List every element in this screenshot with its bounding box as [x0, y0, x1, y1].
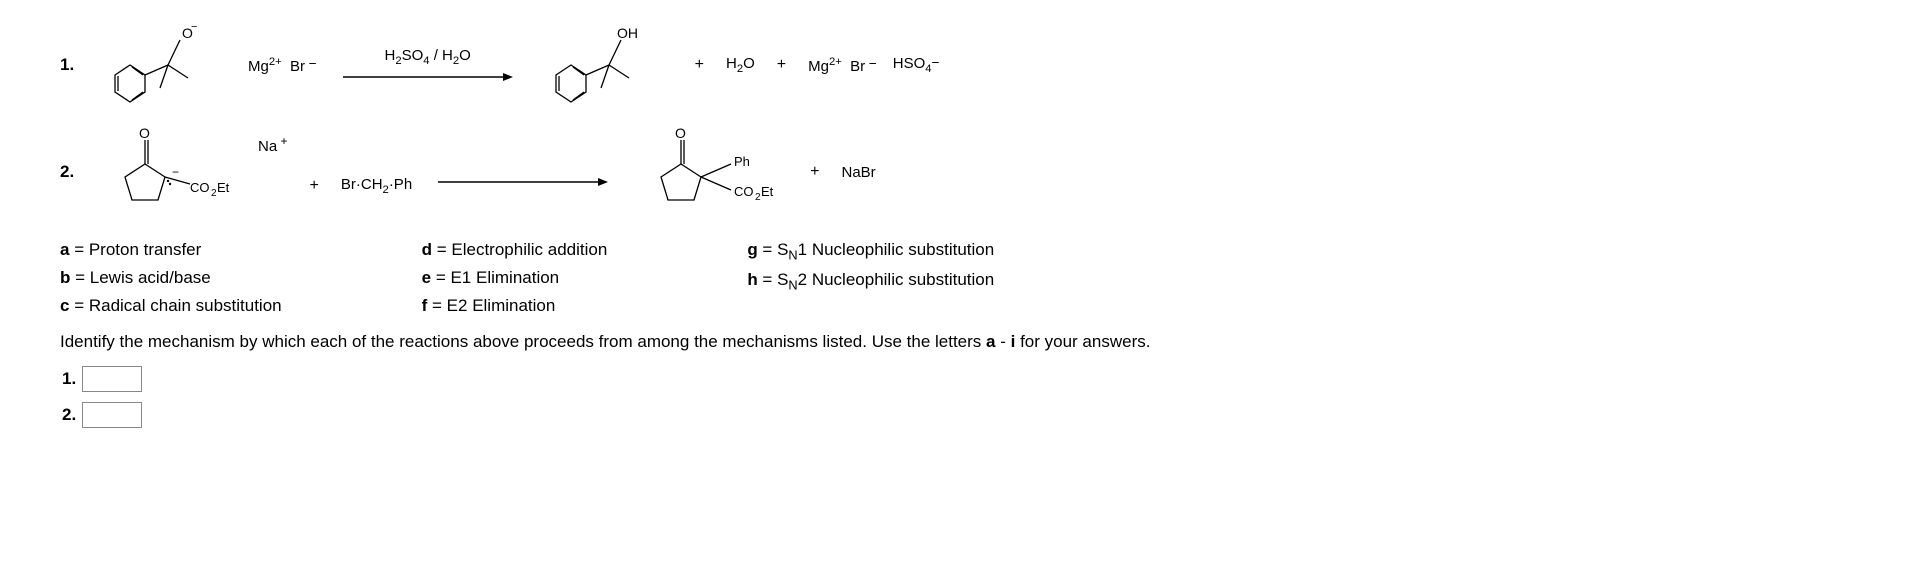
answer-label: 1. — [62, 369, 80, 389]
svg-text:OH: OH — [617, 25, 638, 41]
reaction2-counterion: Na + — [258, 134, 288, 155]
plus-sign: + — [810, 163, 819, 181]
mech-item: c = Radical chain substitution — [60, 296, 282, 316]
reaction2-product: O Ph CO 2 Et — [626, 122, 796, 222]
plus-sign: + — [310, 177, 319, 195]
reaction2-sm: O − CO 2 Et — [90, 122, 250, 222]
product-ion: Mg2+ Br − — [808, 56, 877, 75]
answer-input-2[interactable] — [82, 402, 142, 428]
mech-col-3: g = SN1 Nucleophilic substitution h = SN… — [747, 240, 994, 316]
reaction2-reagent: Br·CH2·Ph — [341, 176, 412, 196]
reaction1-arrow: H2SO4 / H2O — [343, 47, 513, 83]
svg-text:O: O — [675, 125, 686, 141]
reaction1-product: OH — [531, 20, 681, 110]
mech-col-1: a = Proton transfer b = Lewis acid/base … — [60, 240, 282, 316]
mech-item: d = Electrophilic addition — [422, 240, 608, 260]
mech-item: e = E1 Elimination — [422, 268, 608, 288]
product-ion: HSO4− — [893, 55, 940, 75]
svg-text:Et: Et — [761, 184, 774, 199]
prod-sub-ph: Ph — [734, 154, 750, 169]
mech-item: b = Lewis acid/base — [60, 268, 282, 288]
product-ion: NaBr — [842, 164, 876, 181]
arrow-icon — [343, 71, 513, 83]
reaction-1: 1. O − Mg2+ Br − H2SO4 / H2O — [60, 20, 1870, 110]
svg-text:O: O — [139, 125, 150, 141]
mech-item: h = SN2 Nucleophilic substitution — [747, 270, 994, 292]
reaction1-sm: O − — [90, 20, 240, 110]
plus-sign: + — [777, 56, 786, 74]
answer-input-1[interactable] — [82, 366, 142, 392]
reaction2-arrow — [438, 176, 608, 188]
arrow-label: H2SO4 / H2O — [384, 47, 470, 67]
svg-text:−: − — [172, 165, 179, 179]
reaction1-counterions: Mg2+ Br − — [248, 56, 317, 75]
svg-text:−: − — [191, 21, 197, 33]
reaction-number: 1. — [60, 55, 90, 75]
mech-item: a = Proton transfer — [60, 240, 282, 260]
svg-text:CO: CO — [190, 180, 210, 195]
reaction-number: 2. — [60, 162, 90, 182]
mech-item: f = E2 Elimination — [422, 296, 608, 316]
answer-row-2: 2. — [62, 402, 1870, 428]
answers-block: 1. 2. — [62, 366, 1870, 428]
reactions-block: 1. O − Mg2+ Br − H2SO4 / H2O — [60, 20, 1870, 222]
answer-label: 2. — [62, 405, 80, 425]
plus-sign: + — [695, 56, 704, 74]
svg-text:CO: CO — [734, 184, 754, 199]
svg-text:Et: Et — [217, 180, 230, 195]
answer-row-1: 1. — [62, 366, 1870, 392]
mechanism-key: a = Proton transfer b = Lewis acid/base … — [60, 240, 1870, 316]
mech-item: g = SN1 Nucleophilic substitution — [747, 240, 994, 262]
question-prompt: Identify the mechanism by which each of … — [60, 332, 1870, 352]
product-ion: H2O — [726, 55, 755, 75]
reaction-2: 2. O − CO 2 Et Na + + Br·CH2·Ph — [60, 122, 1870, 222]
arrow-icon — [438, 176, 608, 188]
mech-col-2: d = Electrophilic addition e = E1 Elimin… — [422, 240, 608, 316]
